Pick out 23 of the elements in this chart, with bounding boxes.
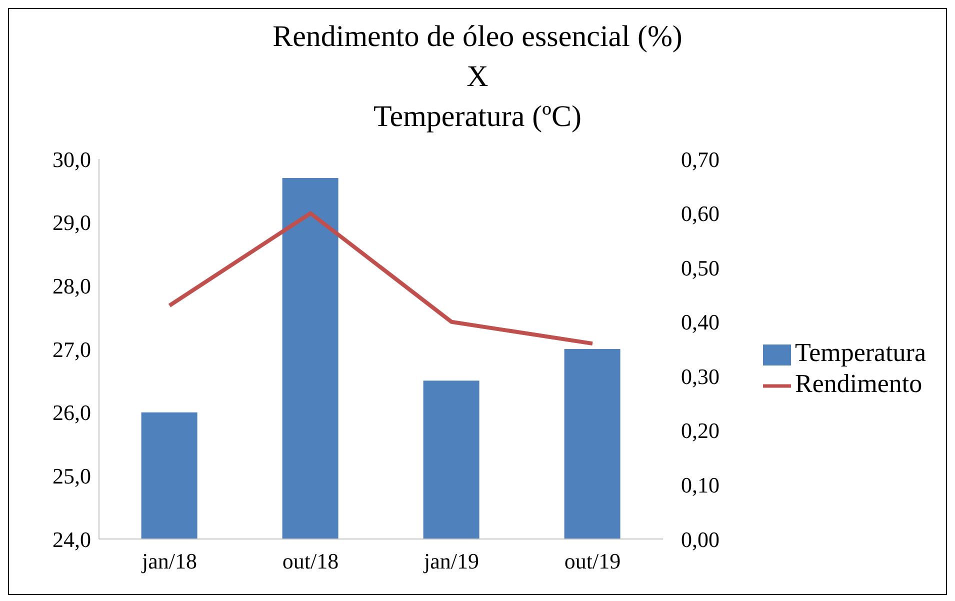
y-tick-label: 30,0 bbox=[52, 146, 91, 172]
y-tick-label: 25,0 bbox=[52, 463, 91, 488]
x-tick-label: out/19 bbox=[564, 548, 621, 574]
x-tick-label: out/18 bbox=[282, 548, 339, 574]
y2-tick-label: 0,70 bbox=[681, 146, 720, 172]
legend-label: Rendimento bbox=[795, 369, 922, 398]
y-tick-label: 29,0 bbox=[52, 210, 91, 236]
y-tick-label: 26,0 bbox=[52, 400, 91, 426]
x-tick-label: jan/19 bbox=[423, 548, 479, 574]
line-series bbox=[168, 211, 594, 346]
y2-tick-label: 0,30 bbox=[681, 364, 720, 389]
x-tick-label: jan/18 bbox=[141, 548, 197, 574]
y-tick-label: 27,0 bbox=[52, 336, 91, 362]
legend-label: Temperatura bbox=[795, 338, 926, 367]
chart-title: Rendimento de óleo essencial (%) X Temperatura (ºC) bbox=[272, 19, 684, 135]
y2-tick-label: 0,20 bbox=[681, 418, 720, 444]
y2-tick-label: 0,50 bbox=[681, 255, 720, 280]
y-tick-label: 24,0 bbox=[52, 526, 91, 552]
y2-tick-label: 0,40 bbox=[681, 310, 720, 335]
y2-tick-label: 0,10 bbox=[681, 472, 720, 498]
y2-tick-label: 0,00 bbox=[681, 526, 720, 552]
y2-tick-label: 0,60 bbox=[681, 201, 720, 226]
y-tick-label: 28,0 bbox=[52, 273, 91, 298]
